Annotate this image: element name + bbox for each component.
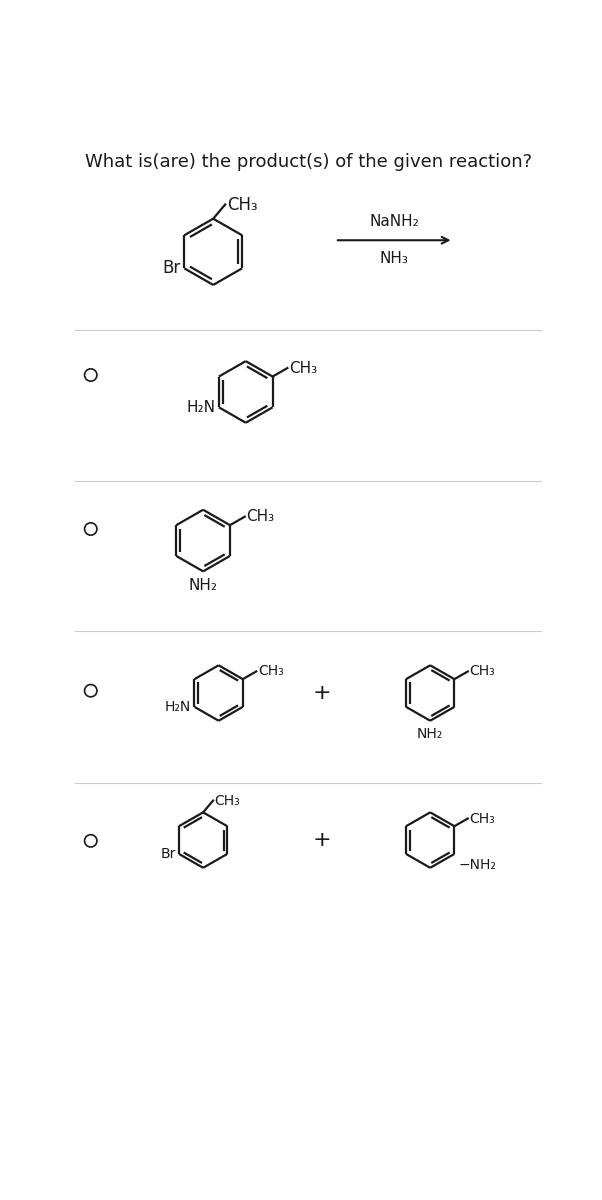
Text: Br: Br xyxy=(162,259,181,277)
Text: H₂N: H₂N xyxy=(186,400,215,415)
Text: CH₃: CH₃ xyxy=(227,196,257,214)
Text: CH₃: CH₃ xyxy=(289,360,317,376)
Text: CH₃: CH₃ xyxy=(258,665,284,678)
Text: H₂N: H₂N xyxy=(165,700,191,714)
Text: NH₃: NH₃ xyxy=(380,251,409,266)
Text: CH₃: CH₃ xyxy=(470,811,495,826)
Text: +: + xyxy=(312,683,331,703)
Text: Br: Br xyxy=(161,847,176,860)
Text: CH₃: CH₃ xyxy=(246,509,275,524)
Text: +: + xyxy=(312,830,331,850)
Text: NaNH₂: NaNH₂ xyxy=(369,215,419,229)
Text: −NH₂: −NH₂ xyxy=(458,858,496,871)
Text: What is(are) the product(s) of the given reaction?: What is(are) the product(s) of the given… xyxy=(84,154,532,172)
Text: CH₃: CH₃ xyxy=(215,793,240,808)
Text: CH₃: CH₃ xyxy=(470,665,495,678)
Text: NH₂: NH₂ xyxy=(188,577,218,593)
Text: NH₂: NH₂ xyxy=(417,727,443,740)
